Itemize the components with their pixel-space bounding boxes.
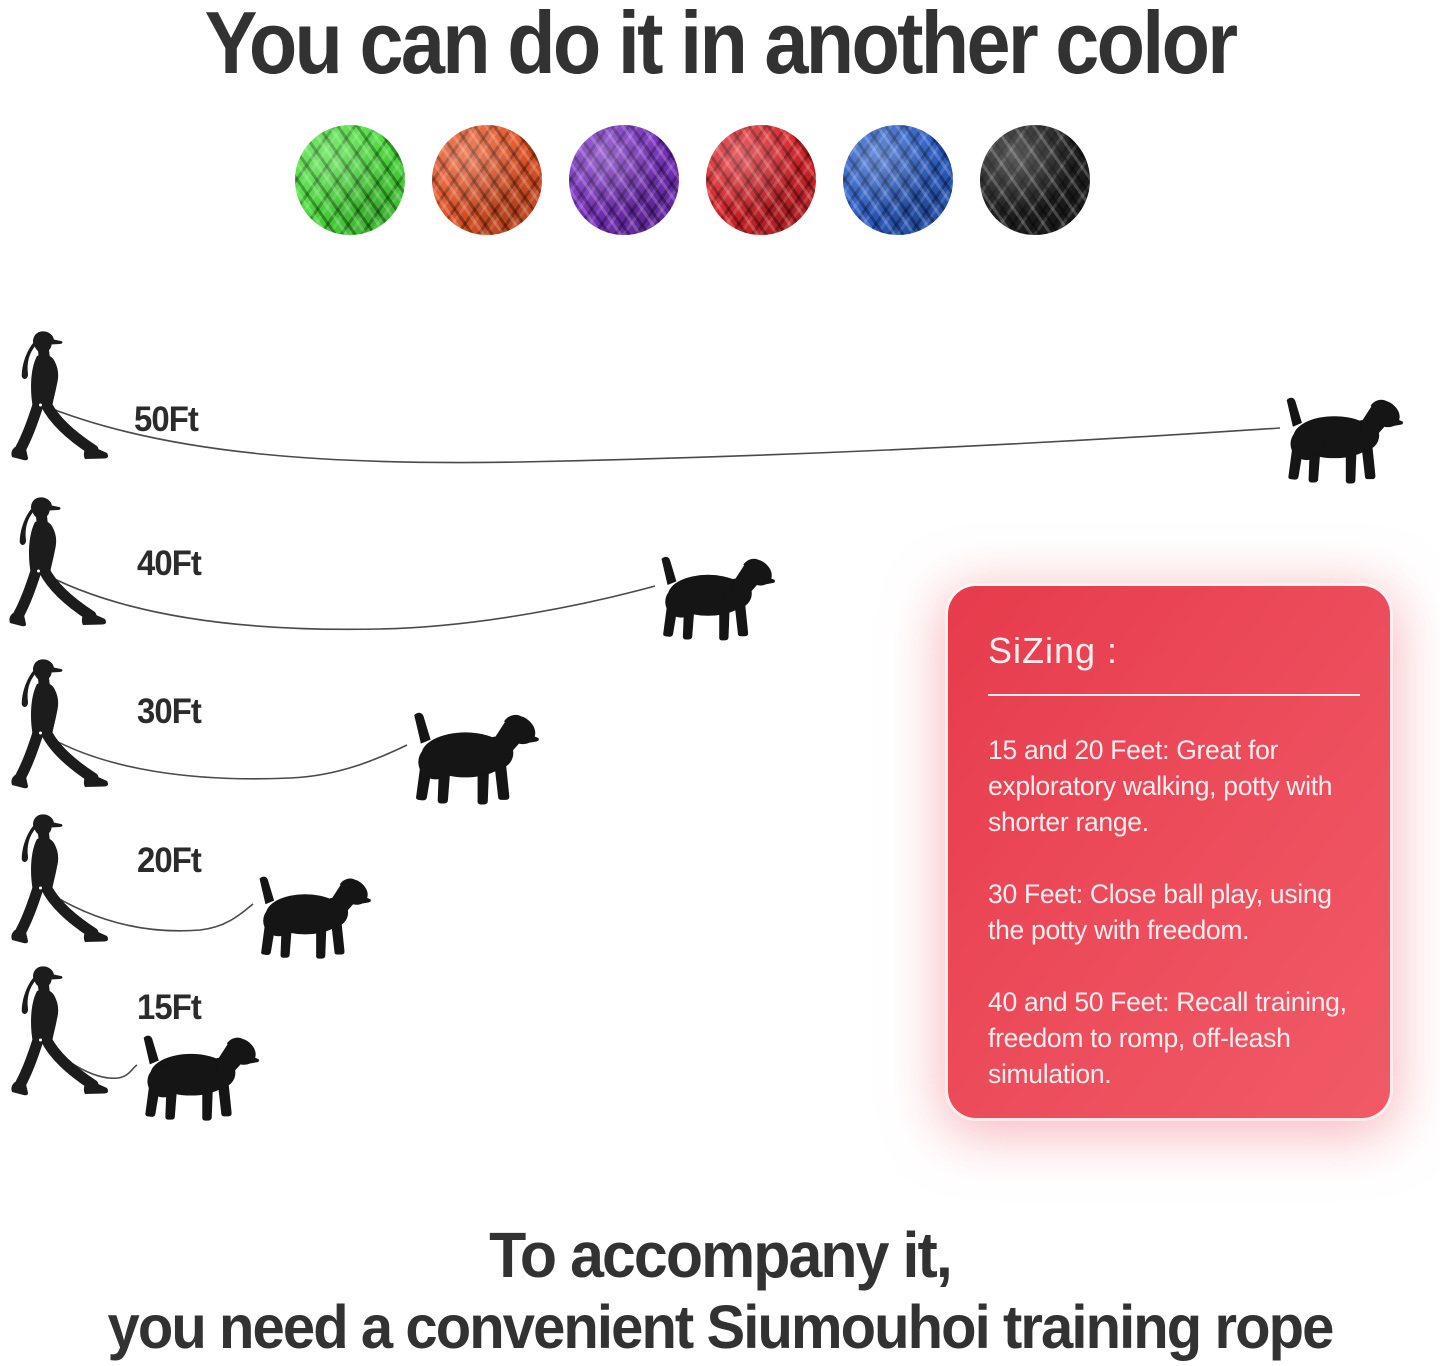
dog-silhouette: [1280, 397, 1404, 485]
sizing-card-divider: [988, 694, 1360, 696]
walking-person-silhouette: [3, 658, 113, 803]
sizing-card-heading: SiZing :: [988, 630, 1119, 671]
walking-person-silhouette: [1, 496, 111, 641]
color-swatch-blue: [843, 125, 953, 235]
sizing-paragraph-40-50ft: 40 and 50 Feet: Recall training, freedom…: [988, 987, 1347, 1089]
leash-line-50ft: [39, 403, 1281, 464]
color-swatch-purple: [569, 125, 679, 235]
leash-length-label: 50Ft: [134, 400, 199, 439]
sizing-paragraph-15-20ft: 15 and 20 Feet: Great for exploratory wa…: [988, 735, 1333, 837]
footer-heading-line1: To accompany it,: [489, 1219, 953, 1291]
color-swatch-black: [980, 125, 1090, 235]
dog-silhouette: [407, 712, 540, 806]
dog-silhouette: [137, 1035, 260, 1122]
walking-person-silhouette: [3, 330, 113, 475]
dog-silhouette: [655, 556, 776, 642]
page-title: You can do it in another color: [204, 0, 1238, 92]
leash-line-40ft: [36, 569, 656, 631]
footer-heading-line2: you need a convenient Siumouhoi training…: [107, 1293, 1335, 1361]
walking-person-silhouette: [3, 965, 113, 1110]
color-swatch-green: [295, 125, 405, 235]
dog-silhouette: [253, 876, 372, 960]
leash-length-label: 40Ft: [137, 544, 202, 583]
color-swatch-red: [706, 125, 816, 235]
sizing-card: SiZing : 15 and 20 Feet: Great for explo…: [948, 586, 1390, 1118]
sizing-paragraph-30ft: 30 Feet: Close ball play, using the pott…: [988, 879, 1332, 945]
leash-length-label: 30Ft: [137, 692, 202, 731]
leash-length-label: 15Ft: [137, 988, 202, 1027]
leash-length-label: 20Ft: [137, 841, 202, 880]
walking-person-silhouette: [3, 813, 113, 958]
color-swatch-orange: [432, 125, 542, 235]
